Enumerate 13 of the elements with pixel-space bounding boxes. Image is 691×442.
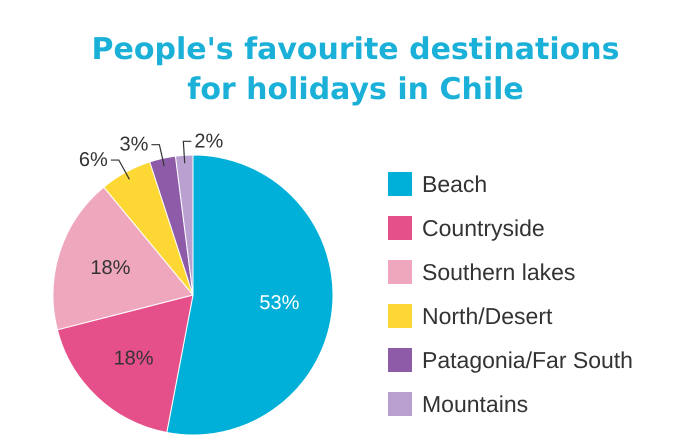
data-label: 53% (259, 292, 300, 314)
legend-label: Southern lakes (422, 258, 576, 286)
legend-label: Mountains (422, 390, 528, 418)
data-label: 18% (114, 347, 154, 370)
chart-title: People's favourite destinations for holidays in Chile (90, 31, 620, 109)
data-label: 18% (90, 257, 131, 280)
legend-label: Beach (422, 170, 488, 198)
data-label: 3% (120, 134, 149, 156)
data-label: 2% (194, 130, 224, 152)
data-label: 6% (78, 149, 108, 172)
legend-label: Patagonia/Far South (422, 346, 633, 374)
legend-label: Countryside (422, 214, 545, 242)
legend-label: North/Desert (422, 302, 552, 330)
